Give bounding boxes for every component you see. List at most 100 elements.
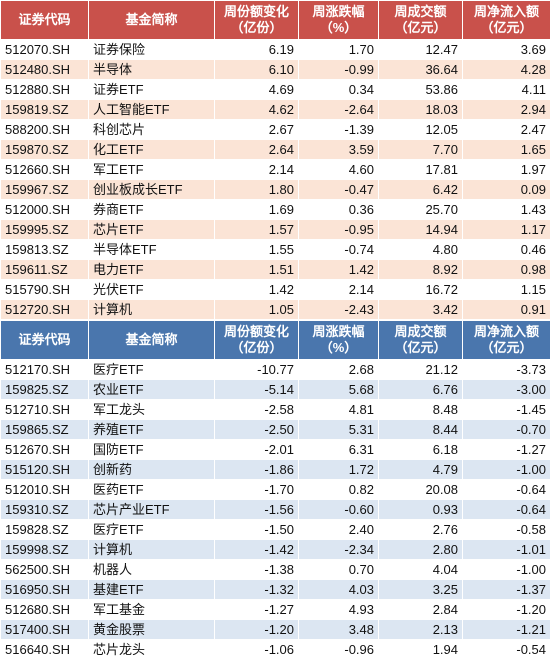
cell-name: 证券ETF [88, 79, 215, 100]
cell-net-inflow: 0.09 [462, 179, 550, 200]
cell-share-change: 1.05 [214, 299, 299, 320]
cell-turnover: 2.76 [378, 519, 463, 540]
table-row: 512880.SH 证券ETF 4.69 0.34 53.86 4.11 [0, 79, 550, 100]
cell-share-change: -5.14 [214, 379, 299, 400]
cell-share-change: 1.80 [214, 179, 299, 200]
cell-pct-change: -0.60 [298, 499, 379, 520]
cell-share-change: -1.42 [214, 539, 299, 560]
cell-turnover: 2.13 [378, 619, 463, 640]
cell-net-inflow: -0.64 [462, 479, 550, 500]
cell-turnover: 8.48 [378, 399, 463, 420]
header-name: 基金简称 [88, 0, 215, 40]
table-row: 588200.SH 科创芯片 2.67 -1.39 12.05 2.47 [0, 119, 550, 140]
cell-net-inflow: -1.01 [462, 539, 550, 560]
header-turnover: 周成交额 （亿元） [378, 0, 463, 40]
table-row: 159865.SZ 养殖ETF -2.50 5.31 8.44 -0.70 [0, 419, 550, 440]
cell-share-change: -2.58 [214, 399, 299, 420]
cell-net-inflow: -1.00 [462, 459, 550, 480]
cell-turnover: 25.70 [378, 199, 463, 220]
cell-name: 医疗ETF [88, 359, 215, 380]
table-row: 517400.SH 黄金股票 -1.20 3.48 2.13 -1.21 [0, 619, 550, 640]
outflow-table: 证券代码 基金简称 周份额变化 （亿份） 周涨跌幅 （%） 周成交额 （亿元） 周净流… [0, 320, 550, 660]
cell-code: 159865.SZ [0, 419, 89, 440]
cell-share-change: 2.67 [214, 119, 299, 140]
cell-pct-change: 3.59 [298, 139, 379, 160]
cell-code: 512070.SH [0, 39, 89, 60]
cell-pct-change: 1.72 [298, 459, 379, 480]
cell-code: 512720.SH [0, 299, 89, 320]
cell-turnover: 12.05 [378, 119, 463, 140]
cell-net-inflow: 3.69 [462, 39, 550, 60]
cell-name: 半导体ETF [88, 239, 215, 260]
cell-pct-change: 1.70 [298, 39, 379, 60]
cell-share-change: 1.55 [214, 239, 299, 260]
cell-pct-change: 4.03 [298, 579, 379, 600]
cell-code: 512170.SH [0, 359, 89, 380]
cell-share-change: 1.69 [214, 199, 299, 220]
cell-name: 光伏ETF [88, 279, 215, 300]
cell-net-inflow: 1.97 [462, 159, 550, 180]
cell-net-inflow: 4.28 [462, 59, 550, 80]
cell-turnover: 36.64 [378, 59, 463, 80]
cell-pct-change: 3.48 [298, 619, 379, 640]
cell-turnover: 21.12 [378, 359, 463, 380]
cell-code: 159819.SZ [0, 99, 89, 120]
cell-name: 黄金股票 [88, 619, 215, 640]
table-row: 516640.SH 芯片龙头 -1.06 -0.96 1.94 -0.54 [0, 639, 550, 660]
cell-net-inflow: 1.65 [462, 139, 550, 160]
cell-pct-change: 4.81 [298, 399, 379, 420]
cell-share-change: -1.20 [214, 619, 299, 640]
cell-net-inflow: 2.94 [462, 99, 550, 120]
cell-turnover: 4.04 [378, 559, 463, 580]
cell-pct-change: 2.40 [298, 519, 379, 540]
cell-name: 军工ETF [88, 159, 215, 180]
cell-pct-change: -2.34 [298, 539, 379, 560]
cell-turnover: 20.08 [378, 479, 463, 500]
header-code: 证券代码 [0, 320, 89, 360]
table-row: 515790.SH 光伏ETF 1.42 2.14 16.72 1.15 [0, 279, 550, 300]
cell-name: 计算机 [88, 299, 215, 320]
table-row: 159611.SZ 电力ETF 1.51 1.42 8.92 0.98 [0, 259, 550, 280]
cell-name: 芯片产业ETF [88, 499, 215, 520]
cell-share-change: 2.14 [214, 159, 299, 180]
cell-code: 159825.SZ [0, 379, 89, 400]
cell-share-change: 1.42 [214, 279, 299, 300]
header-pct-change: 周涨跌幅 （%） [298, 0, 379, 40]
cell-code: 159310.SZ [0, 499, 89, 520]
cell-code: 159870.SZ [0, 139, 89, 160]
table-row: 159828.SZ 医疗ETF -1.50 2.40 2.76 -0.58 [0, 519, 550, 540]
cell-name: 国防ETF [88, 439, 215, 460]
cell-turnover: 8.44 [378, 419, 463, 440]
cell-share-change: 6.19 [214, 39, 299, 60]
cell-pct-change: 5.31 [298, 419, 379, 440]
cell-net-inflow: -1.37 [462, 579, 550, 600]
cell-code: 512660.SH [0, 159, 89, 180]
cell-pct-change: -2.43 [298, 299, 379, 320]
cell-share-change: -10.77 [214, 359, 299, 380]
header-share-change: 周份额变化 （亿份） [214, 320, 299, 360]
cell-pct-change: 1.42 [298, 259, 379, 280]
cell-code: 515790.SH [0, 279, 89, 300]
cell-net-inflow: 0.46 [462, 239, 550, 260]
cell-net-inflow: -1.20 [462, 599, 550, 620]
table-row: 512070.SH 证券保险 6.19 1.70 12.47 3.69 [0, 39, 550, 60]
table-row: 512010.SH 医药ETF -1.70 0.82 20.08 -0.64 [0, 479, 550, 500]
cell-share-change: -1.27 [214, 599, 299, 620]
table-row: 516950.SH 基建ETF -1.32 4.03 3.25 -1.37 [0, 579, 550, 600]
cell-pct-change: 6.31 [298, 439, 379, 460]
cell-name: 半导体 [88, 59, 215, 80]
cell-net-inflow: -0.58 [462, 519, 550, 540]
cell-net-inflow: -0.54 [462, 639, 550, 660]
cell-share-change: -2.01 [214, 439, 299, 460]
cell-turnover: 4.80 [378, 239, 463, 260]
table-row: 159870.SZ 化工ETF 2.64 3.59 7.70 1.65 [0, 139, 550, 160]
cell-pct-change: 4.93 [298, 599, 379, 620]
header-net-inflow: 周净流入额 （亿元） [462, 320, 550, 360]
cell-net-inflow: -0.64 [462, 499, 550, 520]
table-row: 159813.SZ 半导体ETF 1.55 -0.74 4.80 0.46 [0, 239, 550, 260]
header-code: 证券代码 [0, 0, 89, 40]
cell-pct-change: 2.14 [298, 279, 379, 300]
cell-share-change: -1.06 [214, 639, 299, 660]
cell-net-inflow: -1.45 [462, 399, 550, 420]
cell-net-inflow: 1.15 [462, 279, 550, 300]
